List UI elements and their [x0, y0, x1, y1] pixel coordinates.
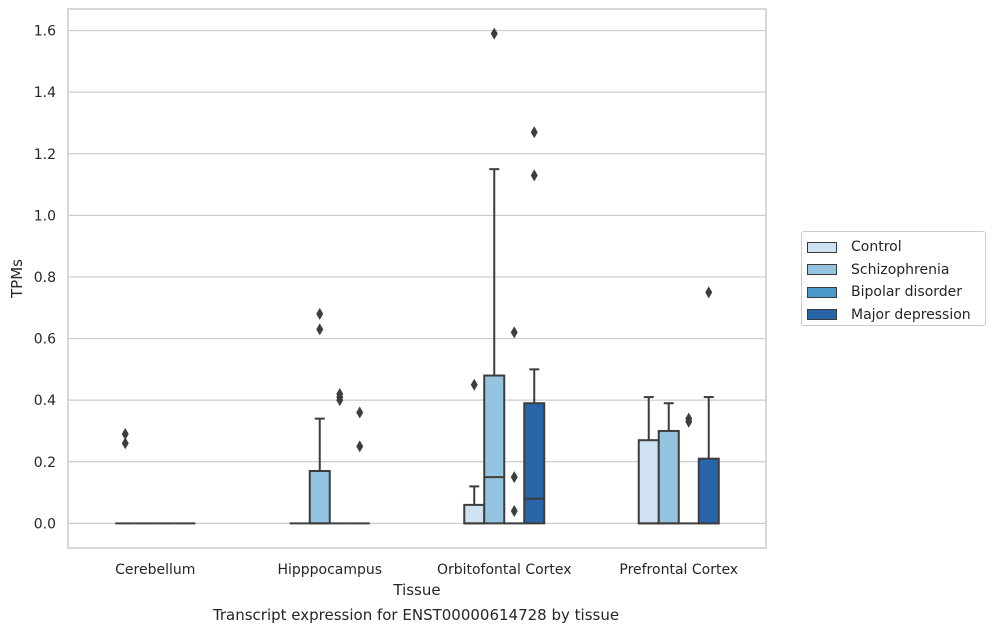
outlier-point [336, 388, 344, 400]
y-tick-label: 1.6 [34, 24, 56, 40]
box-major-depression [523, 126, 546, 525]
outlier-point [121, 428, 129, 441]
y-axis-title: TPMs [8, 259, 26, 299]
y-tick-label: 0.4 [34, 393, 56, 409]
outlier-point [685, 412, 693, 425]
outlier-point [490, 27, 498, 40]
outlier-point [510, 326, 518, 339]
legend-label-schizophrenia: Schizophrenia [851, 261, 950, 278]
chart-caption: Transcript expression for ENST0000061472… [212, 606, 620, 624]
legend-swatch-control [807, 241, 837, 253]
legend-item-schizophrenia: Schizophrenia [807, 259, 985, 282]
box-schizophrenia [308, 307, 331, 525]
legend-item-major-depression: Major depression [807, 304, 985, 327]
box-body [637, 439, 660, 525]
outlier-point [316, 323, 324, 336]
box-major-depression [349, 406, 370, 525]
tick-labels: 0.0 0.2 0.4 0.6 0.8 1.0 1.2 1.4 1.6 Cerebellum Hip… [34, 24, 738, 578]
box-body [523, 402, 546, 525]
x-tick-label: Orbitofontal Cortex [437, 562, 572, 578]
x-tick-label: Hipppocampus [277, 562, 382, 578]
legend-label-control: Control [851, 239, 902, 256]
box-bipolar-disorder [329, 388, 350, 525]
y-tick-label: 1.0 [34, 208, 56, 224]
legend: Control Schizophrenia Bipolar disorder M… [801, 231, 986, 326]
box-body [463, 503, 486, 525]
grid-lines [68, 29, 766, 524]
plot-marks [115, 27, 720, 525]
outlier-point [356, 440, 364, 453]
box-major-depression [697, 286, 720, 525]
box-control [637, 396, 660, 525]
outlier-point [705, 286, 713, 299]
y-tick-label: 0.0 [34, 516, 56, 532]
box-bipolar-disorder [504, 326, 525, 525]
y-tick-label: 0.2 [34, 455, 56, 471]
box-body [657, 429, 680, 525]
box-body [308, 470, 331, 525]
outlier-point [530, 126, 538, 139]
box-body [697, 457, 720, 525]
legend-label-major-depression: Major depression [851, 306, 971, 323]
y-tick-label: 0.8 [34, 270, 56, 286]
x-axis-title: Tissue [392, 581, 440, 599]
box-schizophrenia [483, 27, 506, 525]
outlier-point [530, 169, 538, 182]
outlier-point [316, 307, 324, 320]
legend-swatch-major-depression [807, 309, 837, 321]
box-bipolar-disorder [678, 412, 699, 525]
legend-swatch-schizophrenia [807, 264, 837, 276]
outlier-point [356, 406, 364, 419]
legend-item-control: Control [807, 236, 985, 259]
legend-label-bipolar-disorder: Bipolar disorder [851, 284, 963, 301]
outlier-point [121, 437, 129, 450]
box-schizophrenia [657, 402, 680, 525]
y-tick-label: 0.6 [34, 332, 56, 348]
x-tick-label: Cerebellum [115, 562, 195, 578]
outlier-point [470, 378, 478, 391]
x-tick-label: Prefrontal Cortex [619, 562, 738, 578]
box-control [115, 428, 136, 525]
box-control [463, 378, 486, 525]
legend-item-bipolar-disorder: Bipolar disorder [807, 281, 985, 304]
plot-frame [67, 8, 767, 549]
y-tick-label: 1.4 [34, 85, 56, 101]
outlier-point [510, 505, 518, 518]
box-body [483, 374, 506, 525]
y-tick-label: 1.2 [34, 147, 56, 163]
legend-swatch-bipolar-disorder [807, 286, 837, 298]
outlier-point [510, 471, 518, 484]
